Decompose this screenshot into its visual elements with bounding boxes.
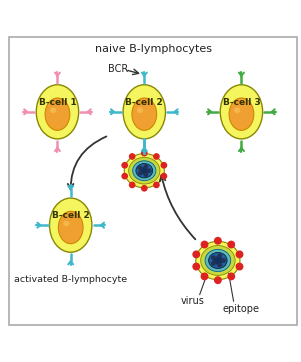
Circle shape: [218, 254, 221, 258]
Ellipse shape: [137, 107, 143, 113]
Circle shape: [215, 277, 221, 283]
Text: naive B-lymphocytes: naive B-lymphocytes: [95, 44, 212, 54]
Circle shape: [144, 165, 147, 168]
Ellipse shape: [36, 85, 79, 139]
Ellipse shape: [136, 164, 153, 178]
Circle shape: [154, 182, 159, 188]
Ellipse shape: [234, 107, 240, 113]
Text: BCR: BCR: [108, 64, 128, 74]
Ellipse shape: [196, 241, 240, 279]
Text: B-cell 2: B-cell 2: [126, 98, 163, 107]
Ellipse shape: [132, 98, 157, 130]
Circle shape: [139, 167, 142, 170]
Ellipse shape: [63, 220, 70, 226]
Circle shape: [236, 251, 243, 258]
Circle shape: [129, 154, 135, 159]
Ellipse shape: [50, 107, 56, 113]
Circle shape: [142, 186, 147, 191]
Circle shape: [201, 241, 208, 248]
Circle shape: [154, 154, 159, 159]
Circle shape: [201, 273, 208, 280]
Circle shape: [215, 237, 221, 244]
Circle shape: [142, 151, 147, 156]
Text: B-cell 2: B-cell 2: [52, 211, 90, 220]
Circle shape: [144, 173, 147, 176]
Circle shape: [122, 173, 127, 179]
Ellipse shape: [133, 161, 156, 181]
Text: activated B-lymphocyte: activated B-lymphocyte: [14, 275, 127, 284]
Ellipse shape: [229, 98, 254, 130]
Ellipse shape: [58, 211, 83, 244]
Ellipse shape: [220, 85, 263, 139]
Circle shape: [222, 259, 225, 262]
Circle shape: [193, 263, 200, 270]
Text: B-cell 3: B-cell 3: [222, 98, 260, 107]
Ellipse shape: [124, 153, 164, 188]
Circle shape: [212, 261, 215, 265]
Ellipse shape: [129, 157, 160, 184]
Ellipse shape: [140, 167, 149, 174]
Ellipse shape: [201, 245, 235, 275]
Text: B-cell 1: B-cell 1: [39, 98, 76, 107]
Circle shape: [161, 173, 166, 179]
Circle shape: [228, 241, 234, 248]
Ellipse shape: [205, 249, 231, 272]
Circle shape: [161, 163, 166, 168]
Ellipse shape: [209, 252, 227, 269]
Ellipse shape: [45, 98, 70, 130]
Circle shape: [193, 251, 200, 258]
Ellipse shape: [49, 198, 92, 252]
Circle shape: [228, 273, 234, 280]
Circle shape: [122, 163, 127, 168]
Text: epitope: epitope: [223, 304, 260, 314]
Text: virus: virus: [181, 296, 205, 306]
Circle shape: [212, 256, 215, 260]
Circle shape: [148, 169, 151, 172]
Ellipse shape: [123, 85, 166, 139]
Ellipse shape: [213, 256, 223, 265]
Circle shape: [218, 263, 221, 267]
Circle shape: [236, 263, 243, 270]
Circle shape: [139, 172, 142, 175]
Circle shape: [129, 182, 135, 188]
